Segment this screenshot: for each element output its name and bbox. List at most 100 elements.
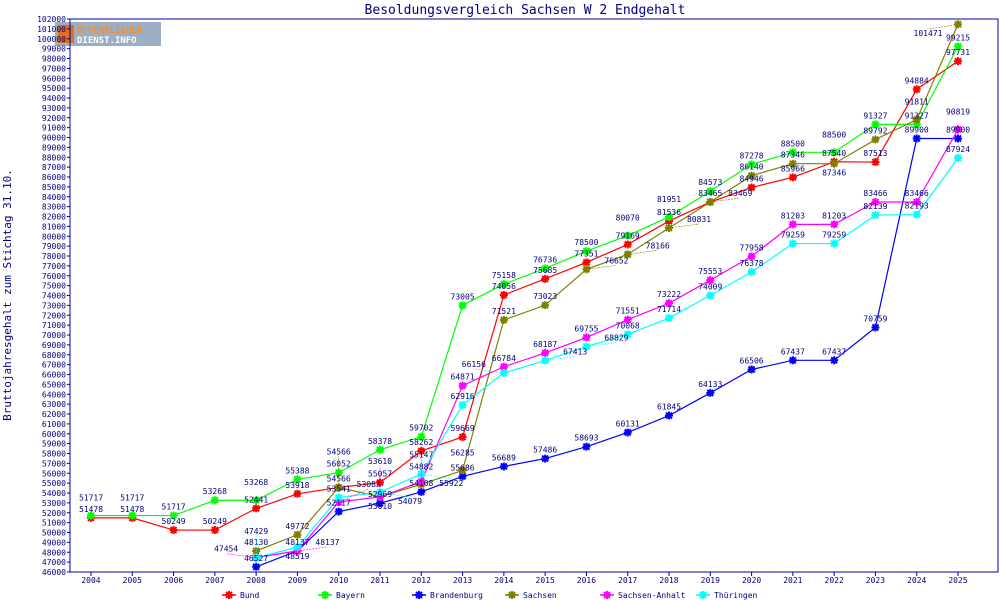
data-label-leader — [927, 23, 959, 30]
data-point-core — [583, 334, 589, 340]
data-point-core — [872, 121, 878, 127]
data-label: 87540 — [822, 149, 846, 158]
data-label: 52969 — [368, 490, 392, 499]
data-label: 84573 — [698, 178, 722, 187]
data-label: 70759 — [863, 315, 887, 324]
data-point-core — [955, 155, 961, 161]
y-tick-label: 83000 — [42, 203, 66, 212]
data-label: 60131 — [616, 419, 640, 428]
data-label: 99215 — [946, 34, 970, 43]
data-label: 54882 — [409, 462, 433, 471]
data-point-core — [336, 509, 342, 515]
data-point-core — [212, 527, 218, 533]
x-tick-label: 2019 — [701, 576, 720, 585]
y-tick-label: 67000 — [42, 361, 66, 370]
data-point-core — [542, 350, 548, 356]
legend-item: Sachsen-Anhalt — [600, 591, 686, 600]
data-label: 59702 — [409, 424, 433, 433]
data-label-leader — [627, 250, 658, 255]
data-point-core — [872, 325, 878, 331]
data-label: 57486 — [533, 446, 557, 455]
series-line-th-ringen — [255, 157, 959, 559]
data-point-core — [831, 221, 837, 227]
data-point-core — [253, 497, 259, 503]
data-point-core — [625, 317, 631, 323]
data-label: 81203 — [781, 211, 805, 220]
data-label: 74056 — [492, 282, 516, 291]
x-tick-label: 2009 — [288, 576, 307, 585]
y-axis: 4600047000480004900050000510005200053000… — [37, 15, 70, 577]
logo: ÖFFENTLICHER DIENST.INFO — [55, 22, 161, 46]
y-tick-label: 63000 — [42, 400, 66, 409]
data-point-core — [253, 564, 259, 570]
legend-label: Bayern — [336, 591, 365, 600]
x-tick-label: 2015 — [536, 576, 555, 585]
data-label: 81536 — [657, 208, 681, 217]
data-point-core — [831, 357, 837, 363]
data-label: 51478 — [79, 505, 103, 514]
data-point-core — [666, 214, 672, 220]
data-label: 101471 — [914, 29, 943, 38]
data-label: 87924 — [946, 145, 970, 154]
data-label: 53268 — [203, 487, 227, 496]
legend-marker-core — [700, 592, 706, 598]
y-tick-label: 75000 — [42, 282, 66, 291]
legend-item: Sachsen — [505, 591, 557, 600]
y-tick-label: 54000 — [42, 489, 66, 498]
data-label-leader — [710, 197, 741, 203]
legend-marker-core — [509, 592, 515, 598]
series-line-sachsen — [255, 23, 959, 552]
data-point-core — [707, 292, 713, 298]
y-tick-label: 68000 — [42, 351, 66, 360]
data-label: 56052 — [327, 460, 351, 469]
y-tick-label: 102000 — [37, 15, 66, 24]
data-point-core — [460, 467, 466, 473]
legend-label: Brandenburg — [430, 591, 483, 600]
data-label: 59669 — [451, 424, 475, 433]
y-tick-label: 99000 — [42, 45, 66, 54]
data-label: 81951 — [657, 195, 681, 204]
data-label: 76736 — [533, 255, 557, 264]
data-point-core — [377, 480, 383, 486]
series-line-bayern — [91, 46, 959, 517]
y-tick-label: 73000 — [42, 301, 66, 310]
x-tick-label: 2004 — [81, 576, 100, 585]
data-label: 83465 — [698, 189, 722, 198]
x-tick-label: 2005 — [123, 576, 142, 585]
y-tick-label: 77000 — [42, 262, 66, 271]
y-tick-label: 81000 — [42, 222, 66, 231]
data-label: 53610 — [368, 457, 392, 466]
legend-item: Thüringen — [696, 591, 758, 600]
x-tick-label: 2012 — [412, 576, 431, 585]
data-point-core — [749, 269, 755, 275]
data-label: 94884 — [905, 76, 929, 85]
data-point-core — [625, 429, 631, 435]
data-label: 48137 — [285, 538, 309, 547]
data-point-core — [88, 513, 94, 519]
data-label: 78166 — [646, 241, 670, 250]
data-label: 54566 — [327, 474, 351, 483]
data-point-core — [790, 221, 796, 227]
series-th-ringen — [252, 154, 962, 562]
legend: Bund Bayern Brandenburg Sachsen Sachsen-Anha… — [222, 591, 758, 600]
y-tick-label: 82000 — [42, 213, 66, 222]
data-label: 55686 — [451, 463, 475, 472]
data-label: 50249 — [162, 517, 186, 526]
data-point-core — [336, 470, 342, 476]
data-label: 55388 — [285, 466, 309, 475]
data-point-core — [418, 434, 424, 440]
data-label: 67413 — [563, 348, 587, 357]
data-point-core — [542, 265, 548, 271]
data-point-core — [501, 364, 507, 370]
x-tick-label: 2025 — [948, 576, 967, 585]
data-label: 89900 — [905, 125, 929, 134]
logo-line1: ÖFFENTLICHER — [77, 25, 143, 36]
data-point-core — [790, 357, 796, 363]
legend-marker-core — [226, 592, 232, 598]
y-tick-label: 47000 — [42, 558, 66, 567]
data-point-core — [542, 302, 548, 308]
data-label: 54566 — [327, 447, 351, 456]
data-label: 64133 — [698, 380, 722, 389]
y-tick-label: 58000 — [42, 450, 66, 459]
